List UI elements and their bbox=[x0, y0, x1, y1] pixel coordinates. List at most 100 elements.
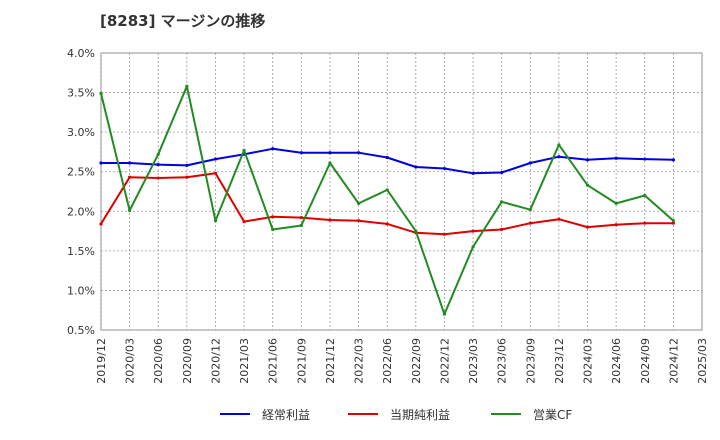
data-point bbox=[128, 175, 132, 179]
data-point bbox=[471, 171, 475, 175]
legend-label: 営業CF bbox=[533, 408, 572, 422]
data-point bbox=[471, 245, 475, 249]
data-point bbox=[585, 158, 590, 162]
data-point bbox=[671, 219, 675, 223]
data-point bbox=[643, 157, 647, 161]
x-tick-label: 2019/12 bbox=[95, 338, 108, 384]
data-point bbox=[585, 225, 590, 229]
data-point bbox=[671, 221, 675, 225]
data-point bbox=[385, 222, 389, 226]
data-point bbox=[299, 151, 303, 155]
x-tick-label: 2022/03 bbox=[353, 338, 366, 384]
data-point bbox=[414, 165, 418, 169]
x-tick-label: 2024/09 bbox=[639, 338, 652, 384]
x-tick-label: 2023/09 bbox=[524, 338, 537, 384]
data-point bbox=[557, 155, 561, 159]
data-point bbox=[328, 218, 332, 222]
data-point bbox=[356, 151, 361, 155]
y-tick-label: 3.5% bbox=[67, 87, 95, 100]
x-tick-label: 2025/03 bbox=[696, 338, 709, 384]
x-tick-label: 2024/03 bbox=[582, 338, 595, 384]
data-point bbox=[271, 147, 275, 151]
data-point bbox=[99, 161, 103, 165]
x-tick-label: 2020/03 bbox=[124, 338, 137, 384]
x-tick-label: 2023/06 bbox=[496, 338, 509, 384]
x-tick-label: 2021/09 bbox=[295, 338, 308, 384]
data-point bbox=[213, 171, 218, 175]
data-point bbox=[128, 208, 132, 213]
x-tick-label: 2021/12 bbox=[324, 338, 337, 384]
data-point bbox=[614, 156, 618, 160]
data-point bbox=[528, 161, 532, 165]
data-point bbox=[213, 157, 218, 161]
data-point bbox=[356, 201, 361, 205]
data-point bbox=[614, 201, 618, 205]
data-point bbox=[99, 91, 103, 95]
series-layer bbox=[99, 84, 675, 316]
x-tick-label: 2024/12 bbox=[667, 338, 680, 384]
y-tick-label: 3.0% bbox=[67, 126, 95, 139]
data-point bbox=[557, 143, 561, 147]
data-point bbox=[271, 215, 275, 219]
data-point bbox=[299, 216, 303, 220]
x-tick-label: 2021/03 bbox=[238, 338, 251, 384]
data-point bbox=[385, 155, 389, 160]
data-point bbox=[643, 221, 647, 225]
data-point bbox=[128, 161, 132, 165]
legend-label: 経常利益 bbox=[262, 408, 310, 422]
x-tick-label: 2022/09 bbox=[410, 338, 423, 384]
data-point bbox=[643, 193, 647, 198]
axis-layer: 0.5% 1.0% 1.5% 2.0% 2.5% 3.0% 3.5% 4.0% 2019/12 2… bbox=[67, 47, 709, 384]
data-point bbox=[328, 151, 332, 155]
data-point bbox=[356, 219, 361, 223]
data-point bbox=[185, 163, 189, 167]
y-tick-label: 1.5% bbox=[67, 245, 95, 258]
y-tick-label: 2.5% bbox=[67, 166, 95, 179]
data-point bbox=[528, 221, 532, 225]
y-tick-label: 0.5% bbox=[67, 324, 95, 337]
data-point bbox=[185, 84, 189, 88]
data-point bbox=[242, 148, 246, 152]
x-tick-label: 2022/12 bbox=[438, 338, 451, 384]
data-point bbox=[442, 232, 447, 236]
data-point bbox=[442, 312, 447, 316]
grid-layer bbox=[100, 52, 703, 331]
y-tick-label: 2.0% bbox=[67, 205, 95, 218]
data-point bbox=[442, 166, 447, 171]
plot-frame bbox=[100, 52, 703, 331]
data-point bbox=[213, 219, 218, 223]
data-point bbox=[500, 200, 504, 204]
data-point bbox=[585, 183, 590, 187]
x-tick-label: 2024/06 bbox=[610, 338, 623, 384]
data-point bbox=[671, 158, 675, 162]
data-point bbox=[99, 222, 103, 226]
data-point bbox=[271, 227, 275, 232]
x-tick-label: 2023/03 bbox=[467, 338, 480, 384]
chart-title: [8283] マージンの推移 bbox=[100, 12, 266, 30]
data-point bbox=[500, 227, 504, 232]
data-point bbox=[156, 152, 160, 156]
x-tick-label: 2022/06 bbox=[381, 338, 394, 384]
data-point bbox=[242, 219, 246, 224]
data-point bbox=[528, 208, 532, 212]
data-point bbox=[557, 217, 561, 221]
data-point bbox=[414, 229, 418, 233]
series-line-2 bbox=[100, 85, 675, 316]
data-point bbox=[328, 161, 332, 165]
y-tick-label: 1.0% bbox=[67, 284, 95, 297]
data-point bbox=[299, 223, 303, 228]
x-tick-label: 2020/06 bbox=[152, 338, 165, 384]
data-point bbox=[156, 162, 160, 167]
x-tick-label: 2021/06 bbox=[267, 338, 280, 384]
data-point bbox=[385, 188, 389, 192]
x-tick-label: 2023/12 bbox=[553, 338, 566, 384]
legend-layer: 経常利益 当期純利益 営業CF bbox=[220, 408, 572, 422]
data-point bbox=[500, 170, 504, 175]
data-point bbox=[156, 176, 160, 180]
legend-label: 当期純利益 bbox=[390, 408, 450, 422]
y-tick-label: 4.0% bbox=[67, 47, 95, 60]
data-point bbox=[471, 229, 475, 233]
x-tick-label: 2020/09 bbox=[181, 338, 194, 384]
x-tick-label: 2020/12 bbox=[209, 338, 222, 384]
